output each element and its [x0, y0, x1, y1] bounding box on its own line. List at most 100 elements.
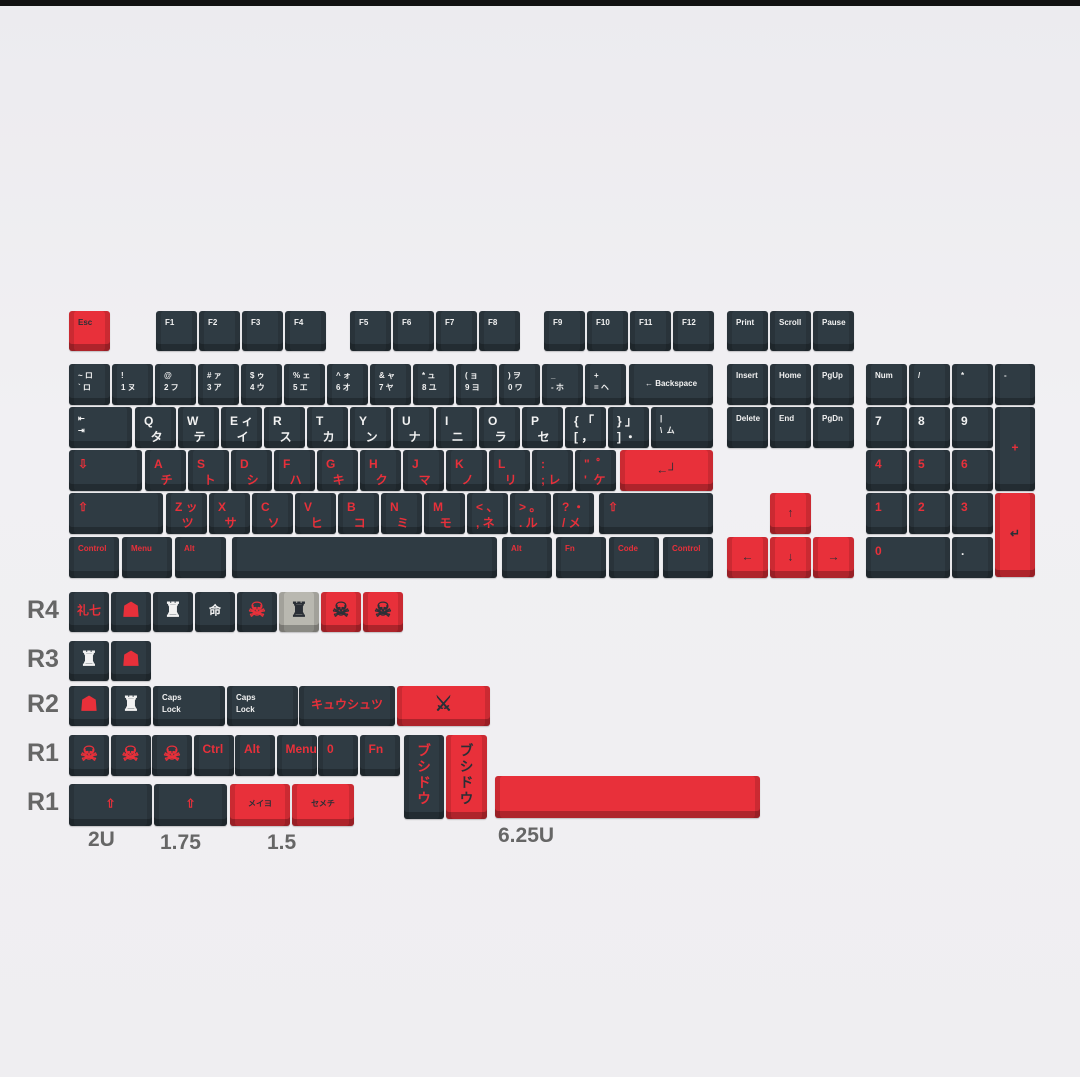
key-legend: F11	[639, 318, 653, 327]
keycap-arrow: →	[813, 537, 854, 578]
keycap: H ク	[360, 450, 401, 491]
key-legend: F4	[294, 318, 304, 327]
key-legend: Scroll	[779, 318, 802, 327]
oni-crossbones-icon: ☠	[80, 742, 98, 765]
numpad-key: 9	[952, 407, 993, 448]
keycap: E ィ イ	[221, 407, 262, 448]
key-legend: →	[827, 548, 840, 563]
key-legend: ) ヲ 0 ワ	[508, 371, 523, 392]
key-legend: Ctrl	[202, 742, 224, 756]
key-legend: Menu	[285, 742, 317, 756]
key-legend: X サ	[218, 500, 237, 530]
samurai-helmet-icon: ♜	[290, 599, 308, 622]
keycap: > 。 . ル	[510, 493, 551, 534]
key-legend: > 。 . ル	[519, 500, 542, 530]
numpad-key: +	[995, 407, 1035, 491]
key-legend: ↵	[1009, 526, 1021, 541]
keycap-left-shift: ⇧	[69, 493, 163, 534]
keycap-enter: ←┘	[620, 450, 713, 491]
key-legend: I ニ	[445, 414, 464, 444]
novelty-keycap: ☗	[111, 592, 151, 632]
keycap: ~ ロ ` ロ	[69, 364, 110, 405]
samurai-helmet-icon: ♜	[122, 693, 140, 716]
key-legend: F3	[251, 318, 261, 327]
keycap: Delete	[727, 407, 768, 448]
key-legend: Esc	[78, 318, 93, 327]
key-legend: Q タ	[144, 414, 163, 444]
numpad-key: ↵	[995, 493, 1035, 577]
numpad-key: .	[952, 537, 993, 578]
key-legend: Control	[78, 544, 107, 553]
key-legend: T カ	[316, 414, 335, 444]
key-legend: K ノ	[455, 457, 474, 487]
key-legend: 8	[918, 414, 925, 428]
key-legend: " ゜ ' ケ	[584, 457, 609, 487]
key-legend: * ュ 8 ユ	[422, 371, 437, 392]
keycap-f1: F1	[156, 311, 197, 351]
key-legend: メイヨ	[248, 798, 272, 808]
key-legend: ⇤ ⇥	[78, 414, 85, 435]
keycap-f5: F5	[350, 311, 391, 351]
key-legend: Fn	[565, 544, 575, 553]
key-legend: Control	[672, 544, 701, 553]
novelty-keycap: ♜	[279, 592, 319, 632]
keycap: ^ ォ 6 オ	[327, 364, 368, 405]
keycap-caps: ⇩	[69, 450, 142, 491]
keycap-1-75u-shift: ⇧	[154, 784, 227, 826]
keycap-control: Control	[69, 537, 119, 578]
keycap-r1: ☠	[110, 735, 151, 776]
keycap: W テ	[178, 407, 219, 448]
keycap: PgUp	[813, 364, 854, 405]
keycap: D シ	[231, 450, 272, 491]
keycap-arrow-up: ↑	[770, 493, 811, 534]
novelty-keycap: ☗	[111, 641, 151, 681]
key-legend: J マ	[412, 457, 431, 487]
numpad-key: 1	[866, 493, 907, 534]
key-legend: 5	[918, 457, 925, 471]
keycap-r1: 0	[318, 735, 358, 776]
key-legend: PgUp	[822, 371, 843, 380]
key-legend: Code	[618, 544, 638, 553]
key-legend: ^ ォ 6 オ	[336, 371, 351, 392]
key-legend: @ 2 フ	[164, 371, 179, 392]
keycap-alt: Alt	[502, 537, 552, 578]
numpad-key: /	[909, 364, 950, 405]
key-legend: G キ	[326, 457, 345, 487]
keycap: I ニ	[436, 407, 477, 448]
key-legend: Alt	[511, 544, 522, 553]
keycap-stepped-caps-lock: Caps Lock	[227, 686, 298, 726]
key-legend: H ク	[369, 457, 388, 487]
novelty-keycap: ♜	[153, 592, 193, 632]
keycap: { 「 [ ，	[565, 407, 606, 448]
key-legend: ⇧	[105, 796, 116, 811]
keycap-r1: Ctrl	[193, 735, 234, 776]
size-label: 1.5	[267, 831, 297, 854]
key-legend: Pause	[822, 318, 846, 327]
numpad-key: 3	[952, 493, 993, 534]
keycap: ( ョ 9 ヨ	[456, 364, 497, 405]
key-legend: { 「 [ ，	[574, 414, 595, 444]
keycap-r1: ☠	[69, 735, 109, 776]
size-label: 2U	[88, 828, 115, 851]
key-legend: ← Backspace	[644, 378, 698, 388]
key-legend: U ナ	[402, 414, 421, 444]
novelty-keycap: 礼七	[69, 592, 109, 632]
keycap-backspace: ← Backspace	[629, 364, 713, 405]
katana-icon: ⚔	[434, 693, 453, 716]
key-legend: -	[1004, 371, 1007, 380]
oni-helmet-icon: ☗	[80, 693, 98, 716]
keycap-r1: Menu	[276, 735, 317, 776]
key-legend: _ - ホ	[551, 371, 564, 392]
key-legend: .	[961, 544, 965, 558]
key-legend: W テ	[187, 414, 206, 444]
keycap-scroll: Scroll	[770, 311, 811, 351]
novelty-keycap: ☗	[69, 686, 109, 726]
key-legend: F2	[208, 318, 218, 327]
oni-mask-icon: ☠	[121, 742, 140, 765]
key-legend: ⇧	[78, 500, 89, 514]
samurai-helmet-icon: ♜	[164, 599, 182, 622]
key-legend: ~ ロ ` ロ	[78, 371, 93, 392]
row-label: R1	[27, 788, 59, 816]
keycap-f9: F9	[544, 311, 585, 351]
key-legend: E ィ イ	[230, 414, 254, 444]
